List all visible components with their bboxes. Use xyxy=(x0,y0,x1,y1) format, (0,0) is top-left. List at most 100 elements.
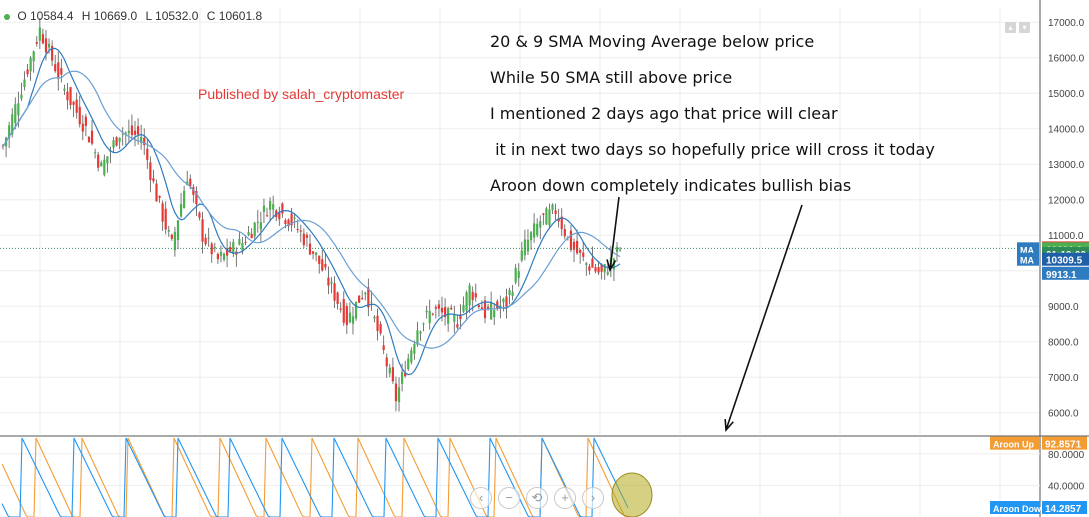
aroon-tick-label: 80.0000 xyxy=(1048,450,1085,461)
candle-body xyxy=(486,306,490,309)
candle-body xyxy=(533,223,536,238)
candle-body xyxy=(207,237,210,239)
candle-body xyxy=(569,230,573,250)
candle-body xyxy=(284,220,287,224)
candle-body xyxy=(539,221,542,228)
candle-body xyxy=(431,313,434,315)
candle-body xyxy=(511,292,514,296)
candle-body xyxy=(551,204,554,211)
candle-body xyxy=(78,106,81,125)
ohlc-open: O 10584.4 xyxy=(17,9,74,23)
candle-body xyxy=(281,203,284,214)
candle-body xyxy=(419,331,422,334)
candle-body xyxy=(490,301,493,320)
candle-body xyxy=(542,213,545,215)
candle-body xyxy=(26,69,29,75)
candle-body xyxy=(155,183,158,202)
candle-body xyxy=(124,132,127,135)
candle-body xyxy=(354,301,358,319)
pane-controls: ▴ ▾ xyxy=(1005,22,1030,33)
aroon-value-label: 14.2857 xyxy=(1045,504,1082,515)
ma-tag xyxy=(1017,242,1039,256)
candle-body xyxy=(130,125,134,136)
candle-body xyxy=(296,228,299,230)
note-line-2: While 50 SMA still above price xyxy=(490,68,733,87)
candle-body xyxy=(364,292,367,295)
candle-body xyxy=(428,310,431,324)
candle-body xyxy=(84,116,87,126)
candle-body xyxy=(143,137,146,146)
candle-body xyxy=(201,219,204,242)
candle-body xyxy=(594,267,597,272)
candle-body xyxy=(401,372,404,384)
candle-body xyxy=(447,307,450,324)
zoom-out-button[interactable]: − xyxy=(498,487,520,509)
aroon-name-tag xyxy=(990,436,1040,450)
candle-body xyxy=(505,296,508,307)
candle-body xyxy=(259,222,262,230)
candle-body xyxy=(57,62,60,79)
candle-body xyxy=(502,298,505,303)
candle-body xyxy=(536,223,539,236)
candle-body xyxy=(290,213,293,226)
candle-body xyxy=(167,230,170,232)
candle-body xyxy=(90,130,94,144)
candle-body xyxy=(268,200,272,210)
aroon-value-label: 92.8571 xyxy=(1045,440,1082,451)
candle-body xyxy=(308,243,312,255)
candle-body xyxy=(195,191,198,205)
aroon-down-line xyxy=(1,437,629,517)
candle-body xyxy=(229,246,232,253)
candle-body xyxy=(450,307,453,310)
candle-body xyxy=(345,306,348,326)
candle-body xyxy=(232,242,235,254)
candle-body xyxy=(272,204,275,210)
ohlc-close: C 10601.8 xyxy=(206,9,263,23)
candle-body xyxy=(140,136,143,143)
candle-body xyxy=(560,216,563,230)
candle-body xyxy=(29,57,32,72)
reset-chart-button[interactable]: ⟲ xyxy=(526,487,548,509)
candle-body xyxy=(23,79,26,87)
candle-body xyxy=(563,229,566,237)
candle-body xyxy=(474,293,477,298)
candle-body xyxy=(557,218,560,222)
y-tick-label: 9000.0 xyxy=(1048,302,1079,313)
y-tick-label: 14000.0 xyxy=(1048,125,1085,136)
pane-down-icon[interactable]: ▾ xyxy=(1019,22,1030,33)
scroll-left-button[interactable]: ‹ xyxy=(470,487,492,509)
candle-body xyxy=(437,304,441,309)
candle-body xyxy=(146,148,149,160)
candle-body xyxy=(422,323,425,325)
y-tick-label: 12000.0 xyxy=(1048,196,1085,207)
candle-body xyxy=(44,38,48,53)
candle-body xyxy=(20,94,23,99)
candle-body xyxy=(17,103,20,116)
candle-body xyxy=(456,324,459,328)
candle-body xyxy=(244,241,247,243)
candle-body xyxy=(508,290,511,296)
candle-body xyxy=(204,237,207,245)
candle-body xyxy=(554,210,557,215)
candle-body xyxy=(358,295,361,303)
candle-body xyxy=(336,292,339,304)
ohlc-legend: O 10584.4 H 10669.0 L 10532.0 C 10601.8 xyxy=(4,9,267,23)
note-line-4: it in next two days so hopefully price w… xyxy=(490,140,935,159)
candle-body xyxy=(416,330,419,345)
candle-body xyxy=(63,88,66,91)
candle-body xyxy=(342,299,345,323)
candle-body xyxy=(618,249,622,251)
candle-body xyxy=(115,137,118,146)
ma-tag-label: MA xyxy=(1020,245,1034,255)
candle-body xyxy=(434,307,437,309)
pane-up-icon[interactable]: ▴ xyxy=(1005,22,1016,33)
candle-body xyxy=(51,45,54,61)
zoom-in-button[interactable]: + xyxy=(554,487,576,509)
candle-body xyxy=(367,287,370,308)
candle-body xyxy=(410,350,413,363)
y-tick-label: 16000.0 xyxy=(1048,54,1085,65)
candle-body xyxy=(133,130,137,135)
candle-body xyxy=(121,133,124,135)
candle-body xyxy=(222,253,226,260)
scroll-right-button[interactable]: › xyxy=(582,487,604,509)
